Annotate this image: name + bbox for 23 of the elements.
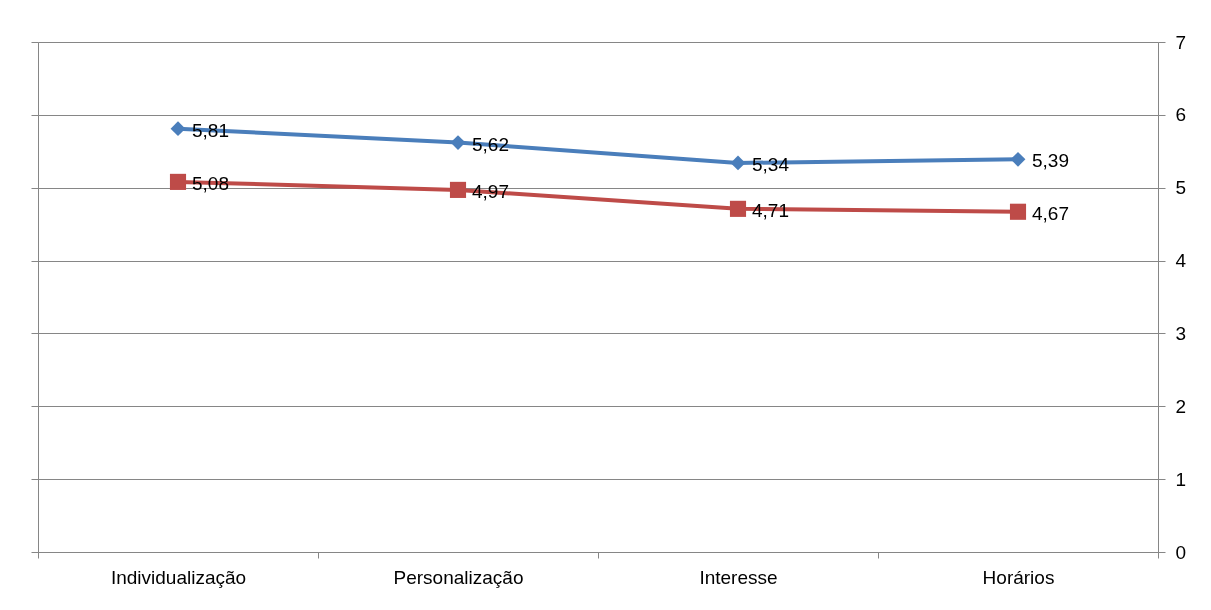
x-tick-label: Individualização [110, 566, 247, 588]
y-tick-label: 2 [1175, 395, 1187, 417]
y-tick-label: 5 [1175, 177, 1187, 199]
data-label: 4,67 [1032, 202, 1069, 224]
data-label: 5,08 [192, 172, 229, 194]
y-tick-label: 6 [1175, 104, 1187, 126]
y-tick-label: 1 [1175, 468, 1187, 490]
y-tick-label: 7 [1175, 31, 1187, 53]
x-tick-label: Personalização [393, 566, 524, 588]
x-tick-label: Interesse [699, 566, 778, 588]
point [449, 181, 467, 198]
point [729, 200, 747, 217]
y-tick-label: 3 [1175, 322, 1187, 344]
data-label: 5,39 [1032, 150, 1069, 172]
point [169, 173, 187, 190]
point [730, 155, 746, 171]
y-tick-label: 4 [1175, 250, 1187, 272]
x-tick-label: Horários [982, 566, 1055, 588]
point [1009, 203, 1027, 220]
data-label: 4,97 [472, 180, 509, 202]
point [170, 121, 186, 137]
point [1010, 151, 1026, 167]
y-tick-label: 0 [1175, 541, 1187, 563]
